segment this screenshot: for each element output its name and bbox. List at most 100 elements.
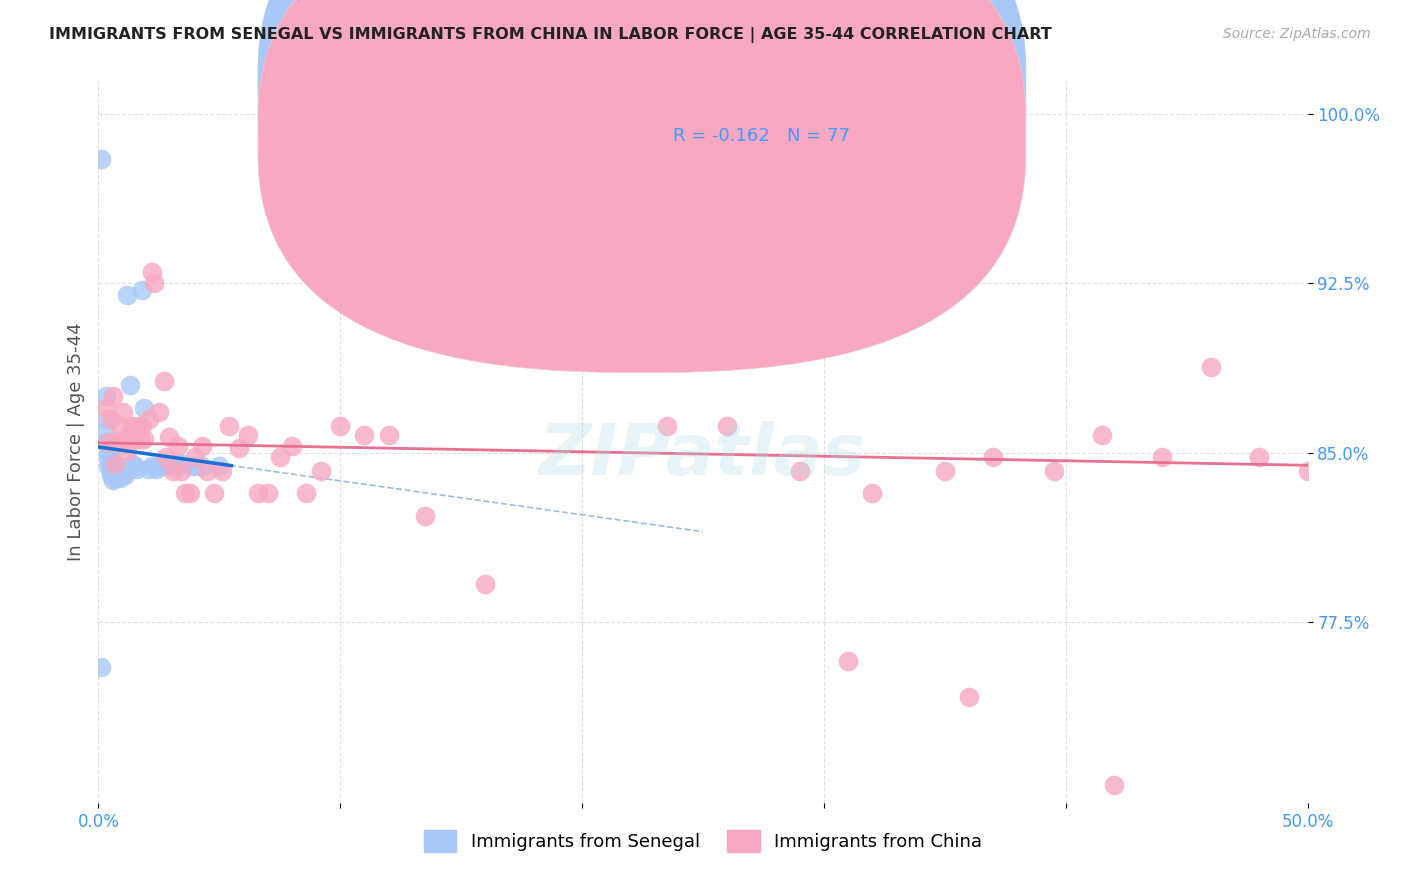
Point xyxy=(111,468,134,483)
Point xyxy=(269,450,291,465)
Point xyxy=(204,486,226,500)
Point xyxy=(104,457,127,471)
Point xyxy=(167,439,190,453)
Point xyxy=(97,434,120,449)
Point xyxy=(131,283,153,297)
Text: R =  0.425   N = 50: R = 0.425 N = 50 xyxy=(672,80,849,98)
Point xyxy=(108,418,131,433)
Point xyxy=(837,654,859,668)
Point xyxy=(111,405,134,419)
Point xyxy=(179,459,201,474)
Point xyxy=(789,464,811,478)
Point xyxy=(143,277,166,291)
Point xyxy=(329,418,352,433)
Point xyxy=(97,446,120,460)
Point xyxy=(148,459,170,474)
Point xyxy=(118,378,141,392)
Point xyxy=(101,473,124,487)
Point xyxy=(174,486,197,500)
Point xyxy=(152,374,174,388)
Point xyxy=(195,464,218,478)
Text: ZIPatlas: ZIPatlas xyxy=(540,422,866,491)
Point xyxy=(191,459,214,474)
Point xyxy=(413,509,436,524)
Point xyxy=(114,468,136,483)
Point xyxy=(121,418,143,433)
Point xyxy=(157,459,180,474)
Point xyxy=(97,439,120,453)
Point xyxy=(97,459,120,474)
Point xyxy=(104,470,127,484)
Point xyxy=(117,287,139,301)
Point xyxy=(90,153,112,167)
Point xyxy=(179,486,201,500)
Point xyxy=(211,464,233,478)
Point xyxy=(152,459,174,474)
Point xyxy=(860,486,883,500)
Point xyxy=(101,457,124,471)
Point xyxy=(94,423,117,437)
Text: Source: ZipAtlas.com: Source: ZipAtlas.com xyxy=(1223,27,1371,41)
Point xyxy=(184,450,207,465)
FancyBboxPatch shape xyxy=(259,0,1026,326)
Point xyxy=(157,430,180,444)
Point xyxy=(141,459,163,474)
Point xyxy=(97,450,120,465)
Point xyxy=(127,418,149,433)
Legend: Immigrants from Senegal, Immigrants from China: Immigrants from Senegal, Immigrants from… xyxy=(416,822,990,859)
Point xyxy=(191,439,214,453)
Point xyxy=(238,427,260,442)
Point xyxy=(100,466,122,480)
Point xyxy=(100,461,122,475)
Point xyxy=(377,427,399,442)
Point xyxy=(97,434,120,449)
Point xyxy=(100,457,122,471)
Point xyxy=(118,430,141,444)
Point xyxy=(595,306,617,320)
FancyBboxPatch shape xyxy=(259,0,1026,373)
Point xyxy=(247,486,270,500)
Point xyxy=(474,576,496,591)
FancyBboxPatch shape xyxy=(595,66,957,174)
Point xyxy=(208,459,231,474)
Point xyxy=(131,418,153,433)
Text: IMMIGRANTS FROM SENEGAL VS IMMIGRANTS FROM CHINA IN LABOR FORCE | AGE 35-44 CORR: IMMIGRANTS FROM SENEGAL VS IMMIGRANTS FR… xyxy=(49,27,1052,43)
Point xyxy=(107,466,129,480)
Point xyxy=(655,418,678,433)
Point xyxy=(1152,450,1174,465)
Point xyxy=(1344,450,1367,465)
Point xyxy=(138,461,160,475)
Point xyxy=(1249,450,1271,465)
Point xyxy=(148,405,170,419)
Point xyxy=(309,464,332,478)
Point xyxy=(101,461,124,475)
Point xyxy=(138,412,160,426)
Point xyxy=(981,450,1004,465)
Point xyxy=(162,464,184,478)
Point xyxy=(256,486,278,500)
Point xyxy=(281,439,304,453)
Point xyxy=(1091,427,1114,442)
Point xyxy=(172,457,194,471)
Point xyxy=(114,432,136,446)
Point xyxy=(184,459,207,474)
Point xyxy=(94,434,117,449)
Point xyxy=(934,464,956,478)
Point xyxy=(124,459,146,474)
Point xyxy=(218,418,240,433)
Point xyxy=(169,464,191,478)
Point xyxy=(124,432,146,446)
Point xyxy=(162,457,184,471)
Point xyxy=(547,283,569,297)
Point xyxy=(167,457,190,471)
Point xyxy=(1199,359,1222,374)
Point xyxy=(134,401,156,415)
Point xyxy=(295,486,318,500)
Point xyxy=(1296,464,1319,478)
Point xyxy=(94,412,117,426)
Point xyxy=(101,389,124,403)
Point xyxy=(121,457,143,471)
Point xyxy=(94,389,117,403)
Point xyxy=(128,432,150,446)
Point xyxy=(90,660,112,674)
